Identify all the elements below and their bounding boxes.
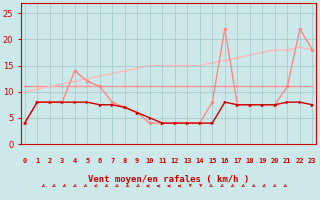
X-axis label: Vent moyen/en rafales ( km/h ): Vent moyen/en rafales ( km/h ) bbox=[88, 175, 249, 184]
